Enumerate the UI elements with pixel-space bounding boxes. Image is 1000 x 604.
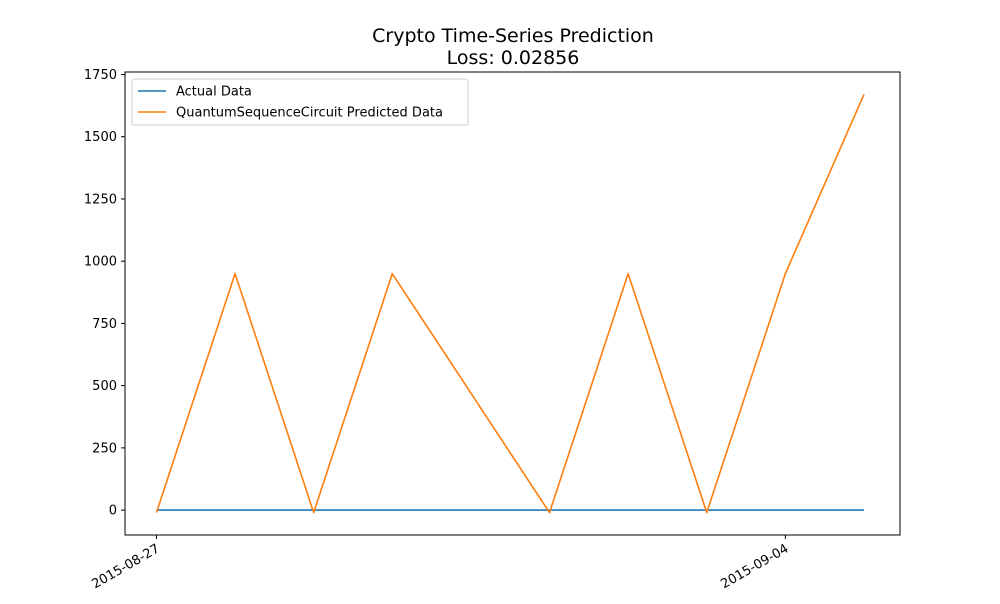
y-tick-label: 1250 bbox=[84, 192, 117, 207]
legend-label: QuantumSequenceCircuit Predicted Data bbox=[176, 106, 443, 121]
x-tick-label: 2015-09-04 bbox=[718, 541, 791, 592]
y-tick-label: 500 bbox=[92, 379, 117, 394]
series-line-1 bbox=[155, 94, 865, 514]
plot-frame bbox=[124, 71, 901, 536]
chart-title: Crypto Time-Series Prediction bbox=[372, 25, 654, 47]
y-tick-label: 1000 bbox=[84, 255, 117, 270]
plot-area bbox=[125, 72, 900, 535]
legend-box bbox=[131, 78, 469, 126]
y-tick-label: 1750 bbox=[84, 68, 117, 83]
series-layer bbox=[155, 94, 865, 514]
y-tick-label: 750 bbox=[92, 317, 117, 332]
legend: Actual Data QuantumSequenceCircuit Predic… bbox=[131, 78, 469, 126]
y-tick-label: 1500 bbox=[84, 130, 117, 145]
legend-label: Actual Data bbox=[176, 85, 252, 100]
x-tick-label: 2015-08-27 bbox=[90, 541, 163, 592]
y-tick-label: 250 bbox=[92, 441, 117, 456]
x-axis: 2015-08-27 2015-09-04 bbox=[90, 535, 791, 592]
y-axis: 0 250 500 750 1000 1250 1500 1750 bbox=[84, 68, 125, 519]
chart-subtitle: Loss: 0.02856 bbox=[447, 47, 580, 69]
y-tick-label: 0 bbox=[109, 504, 117, 519]
